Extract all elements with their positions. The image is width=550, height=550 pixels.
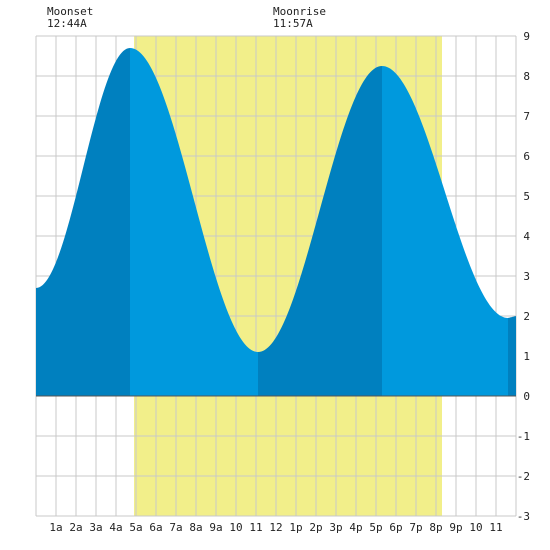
tide-segment: [258, 66, 382, 396]
y-tick-label: 8: [523, 70, 530, 83]
x-tick-label: 4p: [349, 521, 362, 534]
x-tick-label: 6p: [389, 521, 402, 534]
x-tick-label: 10: [229, 521, 242, 534]
x-tick-label: 11: [249, 521, 262, 534]
x-tick-label: 12: [269, 521, 282, 534]
y-tick-label: -2: [517, 470, 530, 483]
moonset-time: 12:44A: [47, 17, 87, 30]
x-axis-ticks: 1a 2a 3a 4a 5a 6a 7a 8a 9a 10 11 12 1p 2p 3p 4p 5p 6p 7p 8p…: [49, 521, 502, 534]
y-tick-label: 1: [523, 350, 530, 363]
y-axis-ticks: 9 8 7 6 5 4 3 2 1 0 -1 -2 -3: [517, 30, 531, 523]
x-tick-label: 2a: [69, 521, 82, 534]
y-tick-label: 4: [523, 230, 530, 243]
y-tick-label: 2: [523, 310, 530, 323]
tide-area: [36, 48, 516, 396]
x-tick-label: 8p: [429, 521, 442, 534]
x-tick-label: 5a: [129, 521, 142, 534]
x-tick-label: 3p: [329, 521, 342, 534]
x-tick-label: 7p: [409, 521, 422, 534]
x-tick-label: 9a: [209, 521, 222, 534]
moonrise-annotation: Moonrise 11:57A: [273, 6, 326, 30]
tide-segment: [130, 48, 258, 396]
y-tick-label: -3: [517, 510, 530, 523]
tide-segment: [382, 66, 508, 396]
x-tick-label: 10: [469, 521, 482, 534]
y-tick-label: 5: [523, 190, 530, 203]
x-tick-label: 2p: [309, 521, 322, 534]
tide-segment: [36, 48, 130, 396]
tide-segment: [508, 316, 516, 396]
x-tick-label: 1a: [49, 521, 62, 534]
moonrise-label: Moonrise: [273, 5, 326, 18]
x-tick-label: 3a: [89, 521, 102, 534]
x-tick-label: 7a: [169, 521, 182, 534]
x-tick-label: 1p: [289, 521, 302, 534]
y-tick-label: 3: [523, 270, 530, 283]
x-tick-label: 6a: [149, 521, 162, 534]
x-tick-label: 11: [489, 521, 502, 534]
moonset-annotation: Moonset 12:44A: [47, 6, 93, 30]
y-tick-label: 9: [523, 30, 530, 43]
moonset-label: Moonset: [47, 5, 94, 18]
x-tick-label: 9p: [449, 521, 462, 534]
y-tick-label: 0: [523, 390, 530, 403]
y-tick-label: 7: [523, 110, 530, 123]
x-tick-label: 5p: [369, 521, 382, 534]
y-tick-label: -1: [517, 430, 530, 443]
y-tick-label: 6: [523, 150, 530, 163]
x-tick-label: 8a: [189, 521, 202, 534]
moonrise-time: 11:57A: [273, 17, 313, 30]
x-tick-label: 4a: [109, 521, 122, 534]
